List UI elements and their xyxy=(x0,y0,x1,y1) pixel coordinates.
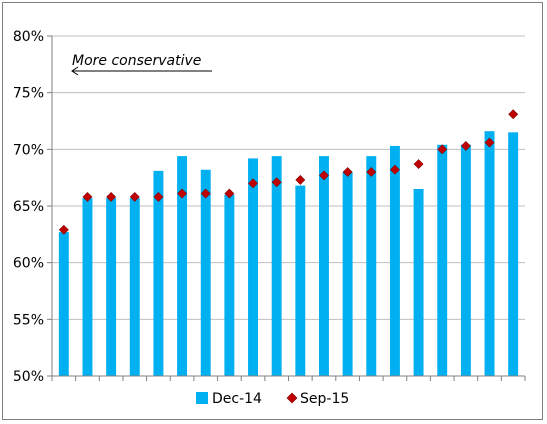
y-tick-label: 80% xyxy=(13,29,44,45)
bar xyxy=(319,156,329,376)
bar xyxy=(129,198,140,376)
bar xyxy=(58,232,69,376)
legend-label-dec-14: Dec-14 xyxy=(212,391,262,407)
marker-point xyxy=(58,224,69,235)
marker-point xyxy=(295,175,306,185)
marker-point xyxy=(460,141,471,151)
marker-point xyxy=(508,109,519,120)
bar xyxy=(106,198,117,376)
y-tick-label: 70% xyxy=(13,142,44,158)
marker-point xyxy=(153,192,164,202)
marker-point xyxy=(366,167,377,177)
bar xyxy=(295,185,306,376)
legend-label-sep-15: Sep-15 xyxy=(300,391,349,407)
bar-series xyxy=(58,131,519,376)
bar xyxy=(389,145,400,376)
marker-point xyxy=(319,170,329,181)
marker-point xyxy=(390,164,400,175)
marker-point xyxy=(200,188,211,199)
y-tick-label: 65% xyxy=(13,199,44,215)
marker-point xyxy=(342,167,353,177)
marker-point xyxy=(177,188,187,199)
bar xyxy=(366,156,377,376)
legend: Dec-14 Sep-15 xyxy=(196,391,349,407)
marker-point xyxy=(82,192,93,202)
marker-point xyxy=(413,159,424,169)
legend-swatch-sep-15 xyxy=(286,392,298,404)
bar xyxy=(460,144,471,376)
y-tick-labels: 50% 55% 60% 65% 70% 75% 80% xyxy=(13,29,44,385)
bar xyxy=(484,131,495,376)
marker-point xyxy=(437,144,448,155)
marker-point xyxy=(248,178,258,189)
marker-point xyxy=(484,137,495,148)
bar xyxy=(271,156,282,376)
marker-point xyxy=(271,177,282,188)
bar xyxy=(200,169,211,376)
legend-swatch-dec-14 xyxy=(196,392,208,404)
marker-point xyxy=(106,192,117,202)
bar xyxy=(342,172,353,376)
bar xyxy=(248,158,258,376)
marker-point xyxy=(224,188,235,199)
y-tick-label: 75% xyxy=(13,86,44,102)
annotation-arrow-head xyxy=(71,66,79,76)
bar xyxy=(508,132,519,376)
marker-point xyxy=(129,192,140,202)
annotation-label: More conservative xyxy=(72,53,201,69)
y-tick-label: 55% xyxy=(13,312,44,328)
bar xyxy=(224,194,235,376)
annotation: More conservative xyxy=(71,53,212,76)
bar xyxy=(413,189,424,376)
axes xyxy=(47,35,526,381)
gridlines xyxy=(52,35,525,377)
bar xyxy=(437,144,448,376)
marker-series xyxy=(58,109,519,235)
bar xyxy=(82,198,93,376)
y-tick-label: 60% xyxy=(13,256,44,272)
y-tick-label: 50% xyxy=(13,369,44,385)
bar xyxy=(177,156,188,376)
bar xyxy=(153,170,164,376)
